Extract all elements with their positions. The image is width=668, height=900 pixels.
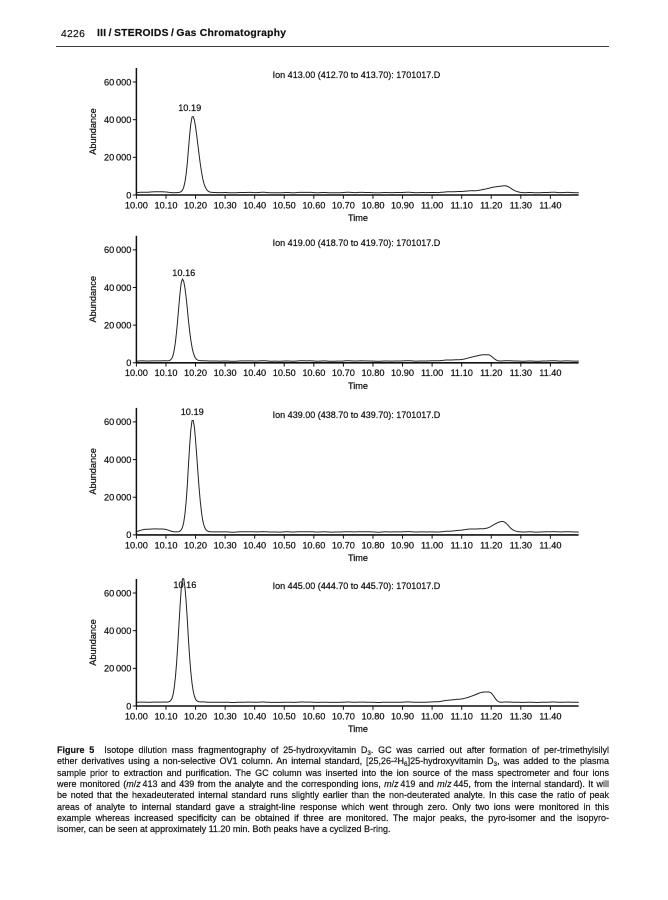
svg-text:Time: Time — [348, 553, 368, 563]
svg-text:0: 0 — [126, 530, 131, 540]
svg-text:10.60: 10.60 — [302, 540, 325, 550]
svg-text:10.40: 10.40 — [243, 368, 266, 378]
svg-text:10.40: 10.40 — [243, 540, 266, 550]
svg-text:10.40: 10.40 — [243, 200, 266, 210]
svg-text:10.00: 10.00 — [125, 540, 148, 550]
svg-text:10.50: 10.50 — [273, 200, 296, 210]
svg-text:10.30: 10.30 — [214, 540, 237, 550]
svg-text:11.20: 11.20 — [480, 540, 502, 550]
svg-text:10.00: 10.00 — [125, 200, 148, 210]
svg-text:Ion 439.00 (438.70 to 439.70):: Ion 439.00 (438.70 to 439.70): 1701017.D — [273, 410, 441, 420]
svg-text:Time: Time — [348, 381, 368, 391]
svg-text:10.16: 10.16 — [172, 268, 195, 278]
svg-text:11.40: 11.40 — [539, 368, 561, 378]
svg-text:10.00: 10.00 — [125, 711, 148, 721]
svg-text:10.70: 10.70 — [332, 200, 355, 210]
svg-text:Ion 445.00 (444.70 to 445.70):: Ion 445.00 (444.70 to 445.70): 1701017.D — [273, 581, 441, 591]
svg-text:Abundance: Abundance — [88, 108, 98, 155]
svg-text:11.30: 11.30 — [510, 368, 532, 378]
svg-text:10.10: 10.10 — [154, 540, 177, 550]
svg-text:Ion 413.00 (412.70 to 413.70):: Ion 413.00 (412.70 to 413.70): 1701017.D — [273, 70, 441, 80]
svg-text:10.90: 10.90 — [391, 711, 414, 721]
svg-text:10.60: 10.60 — [302, 368, 325, 378]
svg-text:10.60: 10.60 — [302, 200, 325, 210]
svg-text:11.30: 11.30 — [510, 711, 532, 721]
svg-text:10.20: 10.20 — [184, 540, 207, 550]
svg-text:40 000: 40 000 — [104, 115, 131, 125]
svg-text:60 000: 60 000 — [104, 417, 131, 427]
svg-text:11.40: 11.40 — [539, 540, 561, 550]
svg-text:10.90: 10.90 — [391, 368, 414, 378]
svg-text:11.40: 11.40 — [539, 200, 561, 210]
svg-text:10.10: 10.10 — [154, 200, 177, 210]
svg-text:10.20: 10.20 — [184, 711, 207, 721]
svg-text:11.10: 11.10 — [451, 368, 473, 378]
svg-text:10.50: 10.50 — [273, 368, 296, 378]
svg-text:20 000: 20 000 — [104, 153, 131, 163]
svg-text:11.00: 11.00 — [421, 368, 443, 378]
svg-text:0: 0 — [126, 701, 131, 711]
svg-text:11.10: 11.10 — [451, 540, 473, 550]
svg-text:10.19: 10.19 — [181, 407, 204, 417]
svg-text:11.40: 11.40 — [539, 711, 561, 721]
svg-text:10.20: 10.20 — [184, 200, 207, 210]
svg-text:11.10: 11.10 — [451, 200, 473, 210]
svg-text:20 000: 20 000 — [104, 320, 131, 330]
svg-text:10.16: 10.16 — [173, 580, 196, 590]
svg-text:10.50: 10.50 — [273, 540, 296, 550]
svg-text:10.80: 10.80 — [361, 368, 384, 378]
svg-text:60 000: 60 000 — [104, 245, 131, 255]
svg-text:20 000: 20 000 — [104, 664, 131, 674]
svg-text:Time: Time — [348, 724, 368, 734]
svg-text:10.30: 10.30 — [214, 711, 237, 721]
svg-text:10.80: 10.80 — [361, 711, 384, 721]
svg-text:10.70: 10.70 — [332, 540, 355, 550]
svg-text:Ion 419.00 (418.70 to 419.70):: Ion 419.00 (418.70 to 419.70): 1701017.D — [273, 238, 441, 248]
svg-text:10.70: 10.70 — [332, 711, 355, 721]
svg-text:10.30: 10.30 — [214, 368, 237, 378]
svg-text:10.60: 10.60 — [302, 711, 325, 721]
svg-text:11.00: 11.00 — [421, 200, 443, 210]
svg-text:10.00: 10.00 — [125, 368, 148, 378]
svg-text:Abundance: Abundance — [88, 448, 98, 495]
svg-text:11.20: 11.20 — [480, 200, 502, 210]
svg-text:0: 0 — [126, 190, 131, 200]
svg-text:40 000: 40 000 — [104, 626, 131, 636]
svg-text:60 000: 60 000 — [104, 588, 131, 598]
svg-text:10.10: 10.10 — [154, 368, 177, 378]
svg-text:11.30: 11.30 — [510, 540, 532, 550]
svg-text:Abundance: Abundance — [88, 619, 98, 666]
svg-text:10.90: 10.90 — [391, 540, 414, 550]
svg-text:11.30: 11.30 — [510, 200, 532, 210]
svg-text:10.80: 10.80 — [361, 540, 384, 550]
svg-text:10.50: 10.50 — [273, 711, 296, 721]
svg-text:11.00: 11.00 — [421, 711, 443, 721]
svg-text:10.19: 10.19 — [178, 103, 201, 113]
svg-text:11.00: 11.00 — [421, 540, 443, 550]
svg-text:10.70: 10.70 — [332, 368, 355, 378]
svg-text:10.30: 10.30 — [214, 200, 237, 210]
svg-text:60 000: 60 000 — [104, 77, 131, 87]
svg-text:40 000: 40 000 — [104, 283, 131, 293]
svg-text:10.40: 10.40 — [243, 711, 266, 721]
svg-text:10.10: 10.10 — [154, 711, 177, 721]
svg-text:10.90: 10.90 — [391, 200, 414, 210]
svg-text:10.20: 10.20 — [184, 368, 207, 378]
svg-text:Time: Time — [348, 213, 368, 223]
svg-text:11.20: 11.20 — [480, 368, 502, 378]
svg-text:11.20: 11.20 — [480, 711, 502, 721]
svg-text:0: 0 — [126, 358, 131, 368]
svg-text:11.10: 11.10 — [451, 711, 473, 721]
svg-text:10.80: 10.80 — [361, 200, 384, 210]
svg-text:40 000: 40 000 — [104, 455, 131, 465]
svg-text:Abundance: Abundance — [88, 276, 98, 323]
svg-text:20 000: 20 000 — [104, 493, 131, 503]
